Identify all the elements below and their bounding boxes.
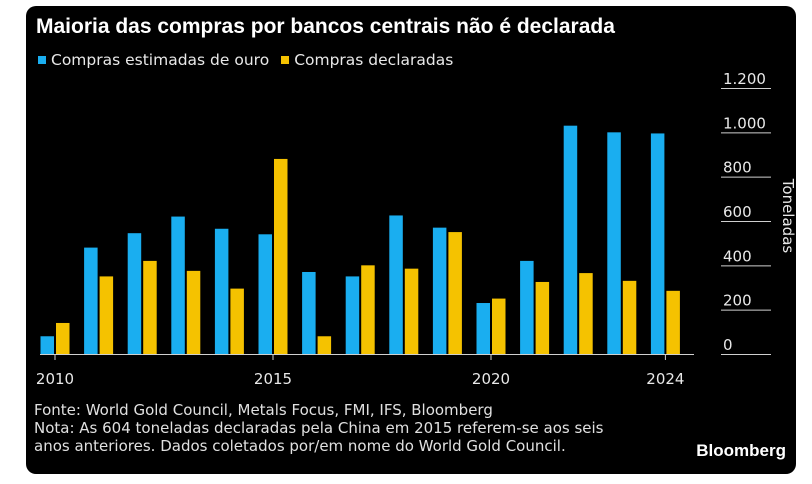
y-tick-label-800: 800 (723, 159, 752, 177)
bar-estimated-2011 (84, 247, 98, 354)
bar-estimated-2022 (563, 125, 578, 354)
bar-declared-2013 (186, 270, 201, 354)
bar-estimated-2021 (520, 260, 534, 354)
legend-label-estimated: Compras estimadas de ouro (51, 51, 270, 69)
bar-declared-2018 (404, 268, 419, 354)
y-tick-label-1200: 1.200 (723, 70, 766, 88)
legend-item-estimated: Compras estimadas de ouro (38, 51, 269, 69)
bar-estimated-2016 (302, 271, 316, 354)
bar-estimated-2015 (258, 234, 272, 354)
y-tick-label-400: 400 (723, 247, 752, 265)
bar-declared-2020 (492, 298, 506, 354)
x-tick-label-2020: 2020 (472, 370, 510, 388)
footer-notes: Fonte: World Gold Council, Metals Focus,… (34, 401, 604, 455)
bar-declared-2016 (317, 336, 332, 354)
chart-title: Maioria das compras por bancos centrais … (36, 15, 615, 38)
bar-estimated-2010 (40, 336, 54, 354)
y-tick-label-200: 200 (723, 292, 752, 310)
y-tick-label-600: 600 (723, 203, 752, 221)
legend-swatch-estimated (38, 56, 46, 64)
bar-declared-2012 (143, 260, 157, 354)
bar-estimated-2023 (607, 132, 621, 354)
bar-declared-2011 (99, 276, 114, 354)
bar-estimated-2014 (214, 228, 229, 354)
bar-chart: 2010 2015 2020 2024 0 200 400 600 800 1.000 1.200 T… (36, 70, 796, 388)
legend-item-declared: Compras declaradas (281, 51, 453, 69)
x-tick-label-2024: 2024 (646, 370, 684, 388)
bar-estimated-2017 (345, 276, 360, 354)
legend-swatch-declared (281, 56, 290, 64)
bar-declared-2010 (56, 322, 70, 354)
bar-declared-2014 (230, 288, 244, 354)
bar-estimated-2013 (171, 216, 185, 354)
legend: Compras estimadas de ouro Compras declar… (38, 51, 453, 69)
bar-declared-2021 (535, 281, 550, 354)
bar-estimated-2024 (650, 133, 665, 354)
bar-declared-2024 (666, 290, 680, 354)
bar-declared-2023 (622, 280, 637, 354)
y-tick-label-0: 0 (723, 336, 733, 354)
chart-card: Maioria das compras por bancos centrais … (26, 6, 796, 474)
note-line-1: Nota: As 604 toneladas declaradas pela C… (34, 419, 604, 437)
note-line-2: anos anteriores. Dados coletados por/em … (34, 437, 566, 455)
y-axis-label: Toneladas (779, 178, 796, 254)
bar-estimated-2012 (127, 233, 142, 354)
bar-declared-2022 (579, 273, 593, 354)
bar-estimated-2019 (432, 227, 447, 354)
bar-declared-2017 (361, 265, 375, 354)
bloomberg-logo: Bloomberg (696, 441, 786, 460)
bar-estimated-2018 (389, 215, 403, 354)
bar-estimated-2020 (476, 303, 490, 354)
bar-declared-2015 (274, 158, 288, 354)
source-note: Fonte: World Gold Council, Metals Focus,… (34, 401, 493, 419)
legend-label-declared: Compras declaradas (294, 51, 454, 69)
x-tick-label-2015: 2015 (254, 370, 292, 388)
x-tick-label-2010: 2010 (36, 370, 74, 388)
y-tick-label-1000: 1.000 (723, 114, 766, 132)
bar-declared-2019 (448, 232, 462, 354)
